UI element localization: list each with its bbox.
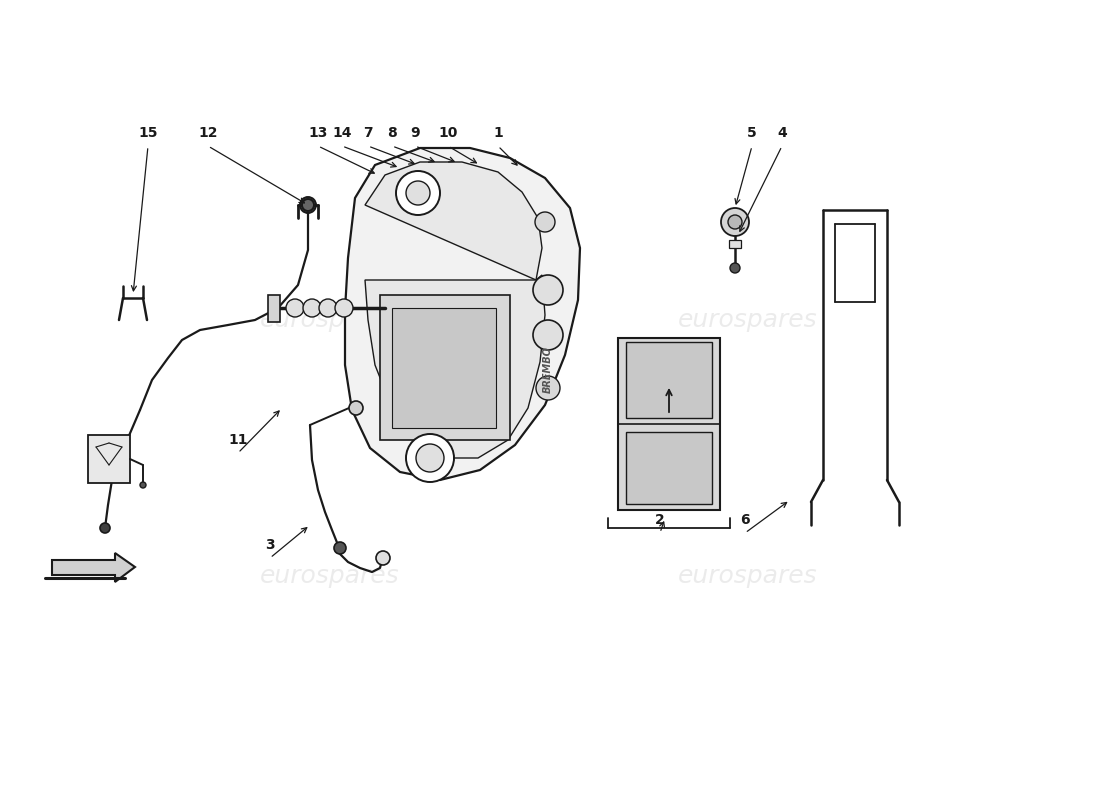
Circle shape	[376, 551, 390, 565]
Text: eurospares: eurospares	[679, 564, 817, 588]
Text: 13: 13	[308, 126, 328, 140]
Text: 10: 10	[438, 126, 458, 140]
Text: BREMBO: BREMBO	[543, 346, 553, 394]
Circle shape	[534, 275, 563, 305]
Circle shape	[406, 181, 430, 205]
Text: 2: 2	[656, 513, 664, 527]
Polygon shape	[52, 553, 135, 582]
Circle shape	[416, 444, 444, 472]
Circle shape	[536, 376, 560, 400]
Polygon shape	[365, 275, 544, 458]
Circle shape	[334, 542, 346, 554]
Circle shape	[720, 208, 749, 236]
Text: 14: 14	[332, 126, 352, 140]
Circle shape	[140, 482, 146, 488]
Polygon shape	[626, 342, 712, 418]
Circle shape	[286, 299, 304, 317]
Polygon shape	[729, 240, 741, 248]
Text: eurospares: eurospares	[679, 308, 817, 332]
Circle shape	[534, 320, 563, 350]
Polygon shape	[345, 148, 580, 480]
Circle shape	[728, 215, 743, 229]
Text: 15: 15	[139, 126, 157, 140]
Polygon shape	[392, 308, 496, 428]
Circle shape	[319, 299, 337, 317]
Circle shape	[336, 299, 353, 317]
Text: 4: 4	[777, 126, 786, 140]
Text: 12: 12	[198, 126, 218, 140]
Text: 6: 6	[740, 513, 750, 527]
Polygon shape	[268, 295, 280, 322]
Circle shape	[302, 199, 313, 211]
Polygon shape	[618, 338, 720, 510]
Circle shape	[302, 299, 321, 317]
Text: 3: 3	[265, 538, 275, 552]
Text: eurospares: eurospares	[261, 308, 399, 332]
Text: 1: 1	[493, 126, 503, 140]
Circle shape	[300, 197, 316, 213]
Text: 9: 9	[410, 126, 420, 140]
Circle shape	[730, 263, 740, 273]
Text: 5: 5	[747, 126, 757, 140]
Polygon shape	[379, 295, 510, 440]
Circle shape	[406, 434, 454, 482]
Circle shape	[349, 401, 363, 415]
Circle shape	[100, 523, 110, 533]
Text: eurospares: eurospares	[261, 564, 399, 588]
Text: 7: 7	[363, 126, 373, 140]
Polygon shape	[88, 435, 130, 483]
Circle shape	[396, 171, 440, 215]
Polygon shape	[626, 432, 712, 504]
Text: 11: 11	[229, 433, 248, 447]
Polygon shape	[365, 162, 542, 280]
Text: 8: 8	[387, 126, 397, 140]
Circle shape	[535, 212, 556, 232]
